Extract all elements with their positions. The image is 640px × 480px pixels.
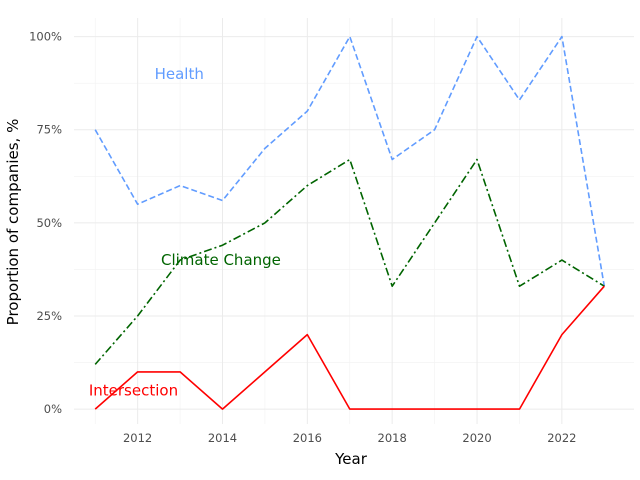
- series-labels: Health Climate Change Intersection: [89, 65, 281, 400]
- x-tick-label: 2012: [123, 431, 152, 445]
- y-tick-label: 100%: [29, 30, 62, 44]
- series-line-intersection: [94, 285, 605, 410]
- x-tick-label: 2014: [208, 431, 237, 445]
- series-lines: [94, 35, 606, 410]
- series-label-health: Health: [155, 65, 204, 83]
- y-axis-ticks: 0% 25% 50% 75% 100%: [29, 30, 62, 416]
- y-tick-label: 0%: [44, 402, 62, 416]
- series-label-climate-change: Climate Change: [161, 251, 281, 269]
- x-tick-label: 2022: [547, 431, 576, 445]
- x-tick-label: 2020: [462, 431, 491, 445]
- y-tick-label: 25%: [36, 309, 62, 323]
- x-tick-label: 2018: [378, 431, 407, 445]
- x-axis-ticks: 2012 2014 2016 2018 2020 2022: [123, 431, 577, 445]
- series-line-climate-change: [94, 158, 605, 365]
- series-label-intersection: Intersection: [89, 381, 178, 399]
- x-tick-label: 2016: [293, 431, 322, 445]
- y-axis-title: Proportion of companies, %: [4, 119, 22, 326]
- y-tick-label: 75%: [36, 123, 62, 137]
- y-tick-label: 50%: [36, 216, 62, 230]
- x-axis-title: Year: [334, 450, 368, 468]
